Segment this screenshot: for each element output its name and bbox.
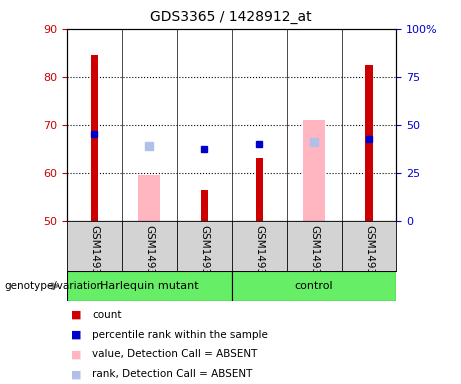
Text: GSM149365: GSM149365: [364, 225, 374, 288]
Text: ■: ■: [71, 369, 82, 379]
Bar: [366, 65, 372, 221]
Text: percentile rank within the sample: percentile rank within the sample: [92, 330, 268, 340]
Text: rank, Detection Call = ABSENT: rank, Detection Call = ABSENT: [92, 369, 253, 379]
Text: count: count: [92, 310, 122, 320]
Text: genotype/variation: genotype/variation: [5, 281, 104, 291]
Bar: [231, 271, 396, 301]
Text: GDS3365 / 1428912_at: GDS3365 / 1428912_at: [150, 10, 311, 24]
Text: GSM149360: GSM149360: [89, 225, 99, 288]
Text: ■: ■: [71, 330, 82, 340]
Text: GSM149361: GSM149361: [144, 225, 154, 288]
Bar: [255, 158, 263, 221]
Bar: [303, 120, 325, 221]
Text: control: control: [295, 281, 333, 291]
Bar: [91, 55, 98, 221]
Bar: [138, 175, 160, 221]
Text: GSM149362: GSM149362: [199, 225, 209, 288]
Text: ■: ■: [71, 310, 82, 320]
Bar: [201, 190, 208, 221]
Text: GSM149364: GSM149364: [309, 225, 319, 288]
Text: ■: ■: [71, 349, 82, 359]
Bar: [67, 271, 231, 301]
Text: Harlequin mutant: Harlequin mutant: [100, 281, 199, 291]
Text: value, Detection Call = ABSENT: value, Detection Call = ABSENT: [92, 349, 258, 359]
Text: GSM149363: GSM149363: [254, 225, 264, 288]
